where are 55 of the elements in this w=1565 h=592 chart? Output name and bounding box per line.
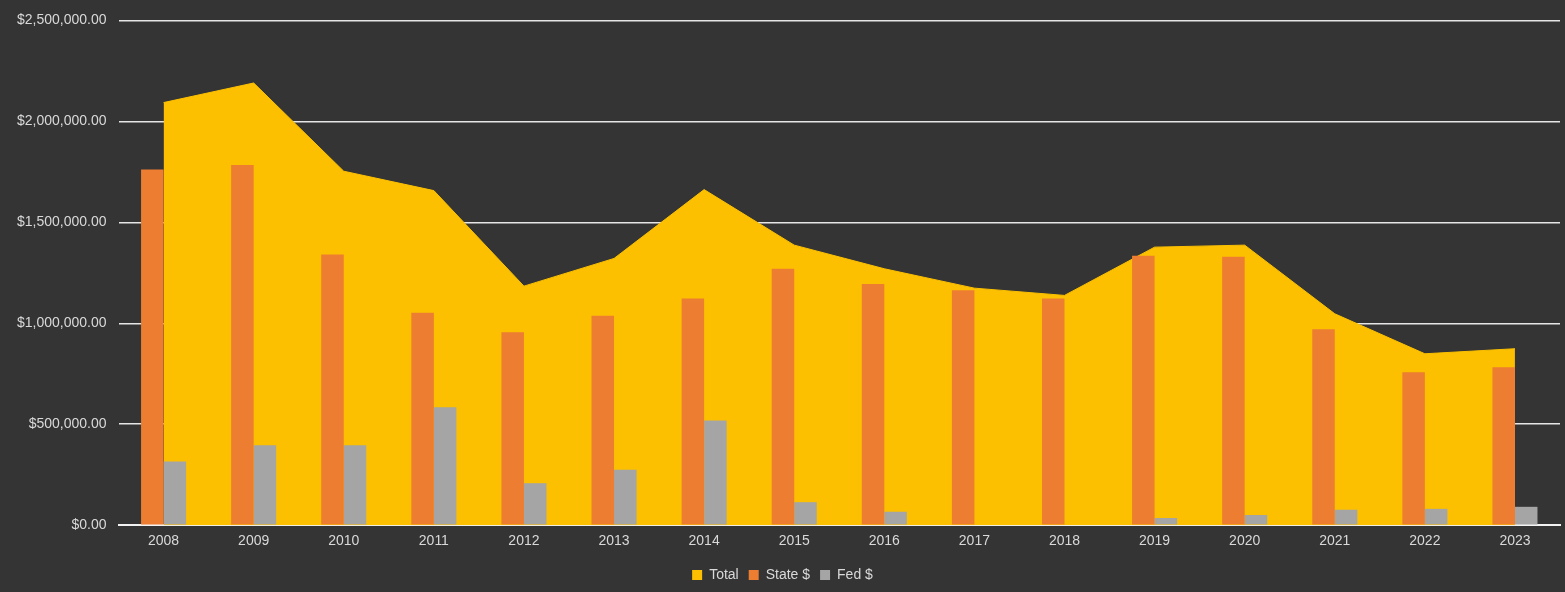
bar [1402,372,1425,525]
bar [681,298,705,525]
bar [343,445,367,525]
x-tick-label: 2018 [1048,532,1081,549]
bar [794,502,817,525]
x-tick-label: 2008 [148,532,180,549]
x-tick-label: 2012 [508,532,540,549]
bar [231,164,254,525]
bar [1244,514,1268,525]
y-tick-label: $2,000,000.00 [17,112,107,129]
bar [1154,517,1178,525]
x-tick-label: 2016 [868,532,901,549]
x-tick-label: 2010 [328,532,360,549]
bar [1222,256,1245,525]
bar [1514,506,1538,525]
y-tick-label: $2,500,000.00 [17,11,107,28]
x-tick-label: 2009 [238,532,270,549]
x-tick-label: 2021 [1319,532,1351,549]
x-tick-label: 2020 [1229,532,1261,549]
bar [884,511,907,525]
bar [501,332,524,525]
x-tick-label: 2019 [1139,532,1171,549]
x-tick-label: 2015 [778,532,810,549]
x-tick-label: 2014 [688,532,720,549]
bar [771,268,795,525]
bar [951,290,975,525]
bar [1312,329,1335,525]
y-tick-label: $0.00 [71,516,107,533]
bar [433,407,457,525]
legend-label: Total [709,565,739,582]
bar [163,461,187,525]
bar [141,169,164,525]
bar [1334,509,1358,525]
x-tick-label: 2022 [1409,532,1441,549]
y-tick-label: $1,000,000.00 [17,314,107,331]
x-tick-label: 2023 [1499,532,1531,549]
bar [411,312,434,525]
bar [1492,367,1515,525]
bar [704,420,727,525]
bar [321,254,344,525]
bar [1041,298,1065,525]
legend-label: Fed $ [837,565,874,582]
y-tick-label: $1,500,000.00 [17,213,107,230]
bar [1424,508,1448,525]
x-tick-label: 2013 [598,532,630,549]
legend-label: State $ [765,565,811,582]
x-tick-label: 2017 [958,532,991,549]
bar [523,483,547,525]
bar [614,469,637,525]
bar [253,445,277,525]
x-tick-label: 2011 [418,532,450,549]
bar [861,284,885,525]
bar [591,315,615,525]
y-tick-label: $500,000.00 [28,415,107,432]
bar [1132,255,1155,525]
